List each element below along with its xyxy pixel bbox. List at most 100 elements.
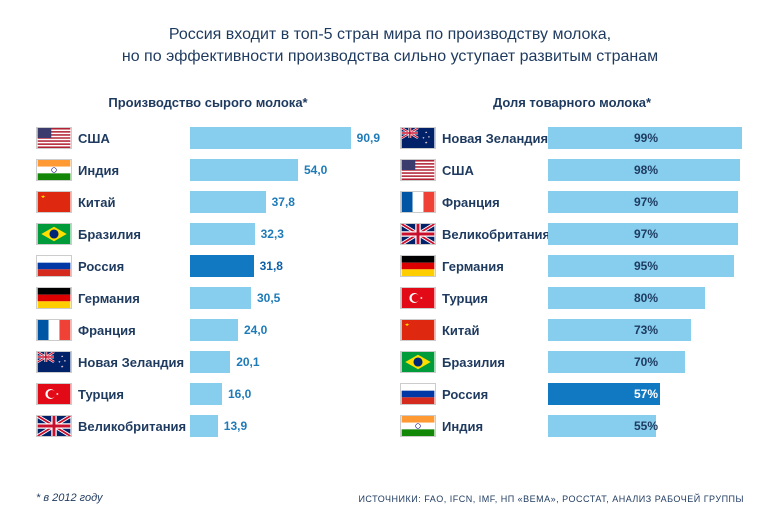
right-chart: Доля товарного молока* Новая Зеландия99%… bbox=[400, 95, 744, 440]
flag-icon bbox=[36, 287, 72, 309]
flag-icon bbox=[36, 351, 72, 373]
chart-row: Турция 16,0 bbox=[36, 380, 380, 408]
country-label: Великобритания bbox=[72, 419, 190, 434]
country-label: Бразилия bbox=[72, 227, 190, 242]
chart-row: Индия55% bbox=[400, 412, 744, 440]
flag-icon bbox=[36, 191, 72, 213]
bar-area: 37,8 bbox=[190, 191, 380, 213]
chart-row: Бразилия70% bbox=[400, 348, 744, 376]
flag-icon bbox=[36, 159, 72, 181]
flag-icon bbox=[400, 191, 436, 213]
bar-area: 20,1 bbox=[190, 351, 380, 373]
chart-row: Великобритания97% bbox=[400, 220, 744, 248]
country-label: Россия bbox=[72, 259, 190, 274]
chart-row: Турция 80% bbox=[400, 284, 744, 312]
right-chart-title: Доля товарного молока* bbox=[400, 95, 744, 110]
bar bbox=[548, 319, 691, 341]
chart-row: Бразилия 32,3 bbox=[36, 220, 380, 248]
country-label: США bbox=[72, 131, 190, 146]
bar-area: 55% bbox=[548, 415, 744, 437]
flag-icon bbox=[36, 319, 72, 341]
bar-value-label: 99% bbox=[634, 131, 658, 145]
bar-value-label: 95% bbox=[634, 259, 658, 273]
bar bbox=[190, 287, 251, 309]
bar-value-label: 73% bbox=[634, 323, 658, 337]
chart-row: Франция 24,0 bbox=[36, 316, 380, 344]
chart-row: Китай 73% bbox=[400, 316, 744, 344]
bar-area: 95% bbox=[548, 255, 744, 277]
bar-value-label: 16,0 bbox=[222, 387, 251, 401]
bar-value-label: 13,9 bbox=[218, 419, 247, 433]
bar bbox=[190, 223, 255, 245]
bar-value-label: 31,8 bbox=[254, 259, 283, 273]
country-label: Китай bbox=[72, 195, 190, 210]
bar-area: 70% bbox=[548, 351, 744, 373]
bar-value-label: 54,0 bbox=[298, 163, 327, 177]
country-label: Франция bbox=[436, 195, 548, 210]
bar-area: 73% bbox=[548, 319, 744, 341]
right-chart-rows: Новая Зеландия99%США98%Франция97%Великоб… bbox=[400, 124, 744, 440]
left-chart-title: Производство сырого молока* bbox=[36, 95, 380, 110]
country-label: США bbox=[436, 163, 548, 178]
bar-value-label: 80% bbox=[634, 291, 658, 305]
bar bbox=[190, 415, 218, 437]
flag-icon bbox=[36, 383, 72, 405]
bar bbox=[190, 351, 230, 373]
bar-value-label: 24,0 bbox=[238, 323, 267, 337]
bar-area: 97% bbox=[548, 223, 744, 245]
country-label: Турция bbox=[436, 291, 548, 306]
chart-row: Россия57% bbox=[400, 380, 744, 408]
flag-icon bbox=[400, 351, 436, 373]
country-label: Германия bbox=[436, 259, 548, 274]
bar-area: 97% bbox=[548, 191, 744, 213]
flag-icon bbox=[400, 127, 436, 149]
bar bbox=[190, 127, 351, 149]
bar bbox=[190, 319, 238, 341]
charts-container: Производство сырого молока* США90,9Индия… bbox=[36, 95, 744, 440]
flag-icon bbox=[400, 383, 436, 405]
country-label: Великобритания bbox=[436, 227, 548, 242]
flag-icon bbox=[400, 319, 436, 341]
bar-value-label: 70% bbox=[634, 355, 658, 369]
bar-area: 16,0 bbox=[190, 383, 380, 405]
footnote: * в 2012 году bbox=[36, 492, 103, 504]
bar-value-label: 32,3 bbox=[255, 227, 284, 241]
bar bbox=[190, 255, 254, 277]
flag-icon bbox=[400, 255, 436, 277]
country-label: Франция bbox=[72, 323, 190, 338]
chart-row: США90,9 bbox=[36, 124, 380, 152]
chart-row: Россия 31,8 bbox=[36, 252, 380, 280]
flag-icon bbox=[36, 127, 72, 149]
bar-area: 99% bbox=[548, 127, 744, 149]
title-line1: Россия входит в топ-5 стран мира по прои… bbox=[169, 26, 611, 43]
country-label: Германия bbox=[72, 291, 190, 306]
chart-row: Великобритания 13,9 bbox=[36, 412, 380, 440]
country-label: Китай bbox=[436, 323, 548, 338]
sources: ИСТОЧНИКИ: FAO, IFCN, IMF, НП «ВЕМА», РО… bbox=[358, 494, 744, 504]
chart-row: Новая Зеландия20,1 bbox=[36, 348, 380, 376]
bar bbox=[190, 383, 222, 405]
bar-value-label: 57% bbox=[634, 387, 658, 401]
country-label: Индия bbox=[72, 163, 190, 178]
flag-icon bbox=[400, 159, 436, 181]
country-label: Турция bbox=[72, 387, 190, 402]
bar bbox=[548, 287, 705, 309]
bar-area: 30,5 bbox=[190, 287, 380, 309]
bar-area: 31,8 bbox=[190, 255, 380, 277]
bar-area: 90,9 bbox=[190, 127, 380, 149]
flag-icon bbox=[36, 223, 72, 245]
flag-icon bbox=[400, 415, 436, 437]
chart-row: Новая Зеландия99% bbox=[400, 124, 744, 152]
page-title: Россия входит в топ-5 стран мира по прои… bbox=[36, 24, 744, 67]
bar-value-label: 55% bbox=[634, 419, 658, 433]
bar-area: 98% bbox=[548, 159, 744, 181]
chart-row: Индия 54,0 bbox=[36, 156, 380, 184]
flag-icon bbox=[36, 255, 72, 277]
left-chart: Производство сырого молока* США90,9Индия… bbox=[36, 95, 380, 440]
bar-area: 24,0 bbox=[190, 319, 380, 341]
chart-row: Германия30,5 bbox=[36, 284, 380, 312]
chart-row: Китай37,8 bbox=[36, 188, 380, 216]
left-chart-rows: США90,9Индия54,0Китай37,8Бразилия32,3Рос… bbox=[36, 124, 380, 440]
chart-row: Германия 95% bbox=[400, 252, 744, 280]
bar-area: 57% bbox=[548, 383, 744, 405]
